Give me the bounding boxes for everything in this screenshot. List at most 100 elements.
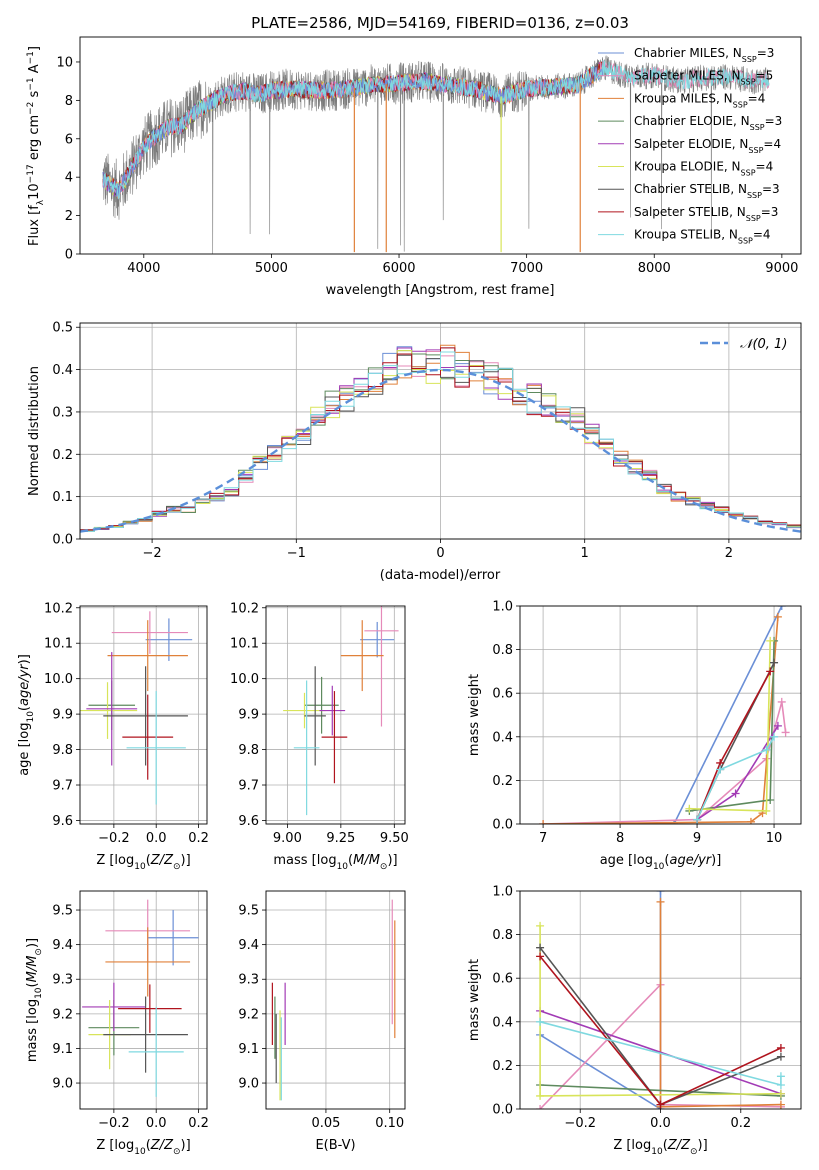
- x-axis-label: mass [log10(M/M⊙)]: [273, 853, 397, 872]
- x-tick-label: 0.05: [311, 1116, 340, 1131]
- marker-chabrier_miles: [669, 820, 678, 824]
- legend-suffix: =3: [765, 114, 783, 128]
- y-tick-label: 9.3: [52, 973, 73, 988]
- axes-frame: [79, 36, 802, 255]
- y-tick-label: 0.4: [492, 1015, 513, 1030]
- y-tick-label: 9.6: [52, 814, 73, 829]
- y-tick-label: 0.5: [52, 321, 73, 336]
- legend-label: Chabrier STELIB, NSSP=3: [634, 182, 780, 200]
- legend-sub: SSP: [733, 100, 748, 109]
- x-tick-label: 0.0: [146, 831, 167, 846]
- label-part: erg cm: [27, 115, 42, 164]
- label-part: 10: [134, 862, 146, 872]
- marker-kroupa_elodie: [536, 921, 545, 930]
- y-tick-label: 9.4: [238, 938, 259, 953]
- y-tick-label: 9.3: [238, 973, 259, 988]
- panel-3: 9.00 9.25 9.50 9.6 9.7 9.8 9.9 10.0 10.1 10.2 mass…: [230, 601, 409, 872]
- label-part: s: [27, 90, 42, 101]
- label-part: λ: [36, 199, 46, 205]
- legend-label: Kroupa MILES, NSSP=4: [634, 91, 765, 109]
- y-tick-label: 0: [65, 248, 73, 263]
- label-part: ⊙: [173, 1147, 181, 1157]
- legend-suffix: =3: [762, 182, 780, 196]
- histogram-kroupa_stelib: [80, 351, 801, 539]
- series-chabrier_miles: [673, 606, 783, 824]
- legend-text: Chabrier ELODIE, N: [634, 114, 750, 128]
- plot-area: [82, 899, 199, 1097]
- legend-label: Chabrier ELODIE, NSSP=3: [634, 114, 782, 132]
- x-axis-label: Z [log10(Z/Z⊙)]: [613, 1138, 707, 1157]
- plot-area: [283, 606, 399, 816]
- label-part: age/yr: [669, 853, 712, 868]
- y-tick-label: 9.2: [238, 1007, 259, 1022]
- legend-text: Salpeter MILES, N: [634, 69, 741, 83]
- marker-salpeter_stelib: [776, 1043, 785, 1052]
- x-tick-label: 5000: [255, 261, 288, 276]
- legend-sub: SSP: [742, 55, 757, 64]
- legend-text: Kroupa ELODIE, N: [634, 160, 741, 174]
- axes-frame: [79, 605, 208, 825]
- panel-2: −0.2 0.0 0.2 9.6 9.7 9.8 9.9 10.0 10.1 10.2 Z [log…: [17, 601, 209, 872]
- y-axis-label: mass [log10(M/M⊙)]: [25, 938, 44, 1062]
- marker-kroupa_elodie: [685, 804, 694, 813]
- label-part: )]: [698, 1138, 708, 1153]
- x-tick-label: 9.00: [273, 831, 302, 846]
- panel-7: −0.2 0.0 0.2 0.0 0.2 0.4 0.6 0.8 1.0 Z [log10(Z/Z…: [467, 885, 802, 1157]
- marker-kroupa_elodie: [766, 636, 775, 645]
- x-tick-label: −2: [143, 546, 162, 561]
- legend-label: Kroupa STELIB, NSSP=4: [634, 228, 771, 246]
- y-tick-label: 9.9: [238, 708, 259, 723]
- series-kroupa_miles: [543, 616, 779, 824]
- x-tick-label: 0.10: [375, 1116, 404, 1131]
- label-part: ⊙: [34, 948, 44, 956]
- y-tick-label: 1.0: [492, 885, 513, 900]
- label-part: Z [log: [96, 853, 134, 868]
- label-part: 10: [27, 183, 42, 200]
- label-part: −1: [26, 51, 36, 64]
- axes-frame: [79, 322, 802, 540]
- legend-suffix: =3: [761, 205, 779, 219]
- marker-salpeter_stelib: [536, 952, 545, 961]
- marker-kroupa_elodie: [762, 806, 771, 815]
- marker-kroupa_stelib: [770, 732, 779, 741]
- legend-suffix: =3: [757, 46, 775, 60]
- label-part: −2: [26, 102, 36, 115]
- x-tick-label: 0: [436, 546, 444, 561]
- label-part: (: [664, 853, 669, 868]
- y-tick-label: 9.8: [52, 743, 73, 758]
- series-kroupa_stelib: [696, 736, 775, 820]
- label-part: 10: [337, 862, 349, 872]
- x-tick-label: 2: [725, 546, 733, 561]
- label-part: )]: [25, 938, 40, 948]
- x-tick-label: −0.2: [98, 1116, 130, 1131]
- legend-suffix: =5: [756, 69, 774, 83]
- legend-label: Chabrier MILES, NSSP=3: [634, 46, 774, 64]
- panels: 4000 5000 6000 7000 8000 90000246810Chabrier …: [17, 36, 802, 1157]
- y-tick-label: 9.1: [238, 1042, 259, 1057]
- y-tick-label: 8: [65, 94, 73, 109]
- y-tick-label: 0.1: [52, 490, 73, 505]
- marker-kroupa_miles: [773, 612, 782, 621]
- label-part: )]: [387, 853, 397, 868]
- x-tick-label: 0.0: [650, 1116, 671, 1131]
- x-axis-label: (data-model)/error: [380, 568, 501, 583]
- legend-suffix: =4: [763, 137, 781, 151]
- label-part: ⊙: [380, 862, 388, 872]
- marker-salpeter_elodie: [773, 721, 782, 730]
- x-tick-label: 4000: [127, 261, 160, 276]
- panel-6: 0.05 0.10 9.0 9.1 9.2 9.3 9.4 9.5 E(B-V): [238, 890, 406, 1153]
- label-part: 10: [26, 711, 36, 723]
- x-axis-label: E(B-V): [315, 1138, 355, 1153]
- marker-kroupa_stelib: [536, 1017, 545, 1026]
- label-part: Z/Z: [150, 853, 174, 868]
- x-tick-label: 9.25: [326, 831, 355, 846]
- label-part: )]: [181, 1138, 191, 1153]
- plot-area: [539, 606, 790, 824]
- y-tick-label: 0.6: [492, 972, 513, 987]
- y-tick-label: 9.0: [238, 1077, 259, 1092]
- label-part: (: [146, 853, 151, 868]
- marker-kroupa_miles: [746, 817, 755, 824]
- y-tick-label: 9.0: [52, 1077, 73, 1092]
